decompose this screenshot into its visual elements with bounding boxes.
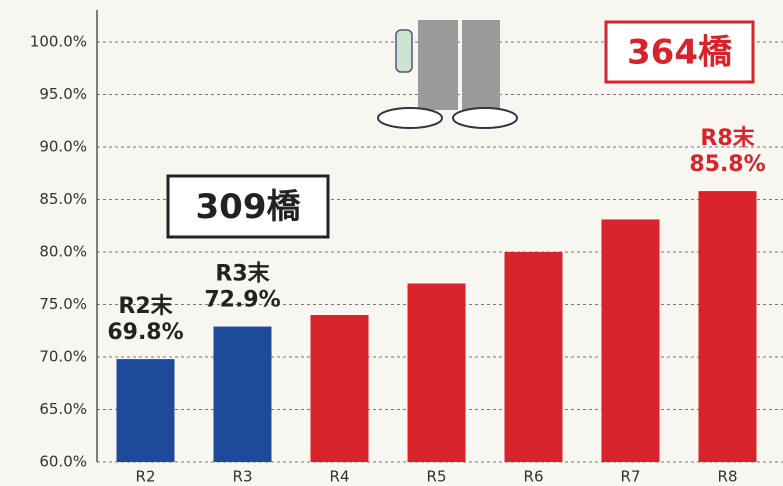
x-tick-label: R5 (427, 468, 447, 486)
value-label-title: R2末 (118, 294, 173, 319)
x-tick-label: R7 (621, 468, 641, 486)
value-label-title: R8末 (700, 126, 755, 151)
bar (505, 252, 563, 462)
bar (699, 191, 757, 462)
y-tick-label: 100.0% (30, 33, 87, 51)
value-label: 72.9% (204, 288, 280, 313)
annotation: 364橋 (627, 33, 732, 73)
y-tick-label: 90.0% (39, 138, 87, 156)
x-tick-label: R4 (330, 468, 350, 486)
y-tick-label: 75.0% (39, 295, 87, 313)
bar (602, 219, 660, 462)
bar (311, 315, 369, 462)
annotation: 309橋 (196, 187, 301, 227)
value-label: 85.8% (689, 152, 765, 177)
figure-leg (418, 20, 458, 110)
y-tick-label: 65.0% (39, 400, 87, 418)
y-tick-label: 80.0% (39, 243, 87, 261)
figure-shoe (378, 108, 442, 128)
figure-shoe (453, 108, 517, 128)
bar (214, 327, 272, 462)
chart: 60.0% 65.0% 70.0% 75.0% 80.0% 85.0% 90.0% 95.0%… (0, 0, 783, 486)
x-tick-label: R8 (718, 468, 738, 486)
y-tick-label: 85.0% (39, 190, 87, 208)
figure-leg (462, 20, 500, 110)
bar (408, 284, 466, 463)
bar (117, 359, 175, 462)
x-tick-label: R3 (233, 468, 253, 486)
x-tick-label: R2 (136, 468, 156, 486)
y-tick-label: 95.0% (39, 85, 87, 103)
value-label: 69.8% (107, 320, 183, 345)
y-tick-label: 60.0% (39, 453, 87, 471)
figure-bottle (396, 30, 412, 72)
y-tick-label: 70.0% (39, 348, 87, 366)
value-label-title: R3末 (215, 262, 270, 287)
x-tick-label: R6 (524, 468, 544, 486)
